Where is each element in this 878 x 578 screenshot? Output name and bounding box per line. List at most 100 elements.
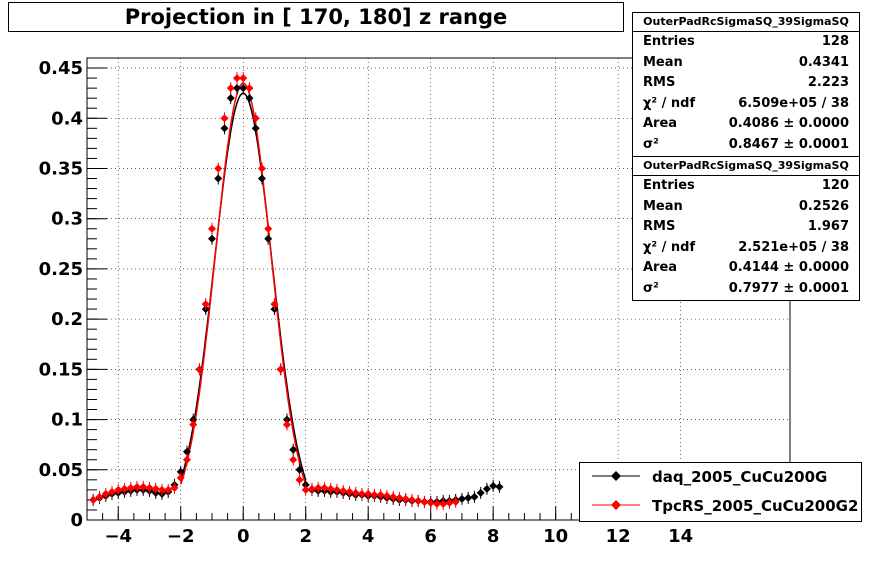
data-point bbox=[157, 485, 166, 494]
y-tick-label: 0.3 bbox=[51, 209, 83, 230]
stats-label: RMS bbox=[643, 75, 676, 91]
data-point bbox=[364, 489, 373, 498]
data-point bbox=[382, 491, 391, 500]
data-point bbox=[207, 224, 216, 233]
data-point bbox=[295, 475, 304, 484]
data-point bbox=[226, 94, 235, 103]
stats-box-title: OuterPadRcSigmaSQ_39SigmaSQ bbox=[633, 157, 859, 176]
data-point bbox=[482, 484, 491, 493]
data-point bbox=[264, 234, 273, 243]
x-tick-label: 6 bbox=[424, 526, 437, 547]
stats-label: Entries bbox=[643, 34, 695, 49]
stats-value: 0.8467 ± 0.0001 bbox=[728, 136, 849, 152]
stats-label: RMS bbox=[643, 219, 676, 235]
data-point bbox=[245, 94, 254, 103]
data-point bbox=[201, 300, 210, 309]
grid-lines bbox=[87, 58, 790, 521]
data-point bbox=[245, 84, 254, 93]
x-tick-label: 10 bbox=[543, 526, 568, 547]
stats-value: 2.521e+05 / 38 bbox=[738, 239, 849, 255]
y-tick-label: 0.25 bbox=[39, 259, 83, 280]
data-point bbox=[145, 483, 154, 492]
x-tick-label: 0 bbox=[237, 526, 250, 547]
data-point bbox=[251, 114, 260, 123]
y-tick-label: 0.05 bbox=[39, 460, 83, 481]
data-point bbox=[432, 499, 441, 508]
data-point bbox=[182, 447, 191, 456]
stats-label: Area bbox=[643, 260, 678, 276]
data-point bbox=[226, 84, 235, 93]
y-tick-label: 0.35 bbox=[39, 158, 83, 179]
y-tick-labels: 0 0.05 0.1 0.15 0.2 0.25 0.3 0.35 0.4 0.45 bbox=[39, 58, 83, 531]
stats-box-title: OuterPadRcSigmaSQ_39SigmaSQ bbox=[633, 13, 859, 32]
data-point bbox=[282, 420, 291, 429]
data-point bbox=[395, 493, 404, 502]
data-point bbox=[357, 489, 366, 498]
legend-label: daq_2005_CuCu200G bbox=[652, 468, 828, 486]
data-point bbox=[189, 420, 198, 429]
x-tick-label: 14 bbox=[668, 526, 693, 547]
data-point bbox=[414, 496, 423, 505]
stats-value: 0.2526 bbox=[798, 198, 849, 214]
stats-value: 120 bbox=[821, 178, 849, 193]
legend: daq_2005_CuCu200G TpcRS_2005_CuCu200G2 bbox=[579, 462, 862, 522]
data-point bbox=[289, 445, 298, 454]
y-tick-label: 0 bbox=[70, 510, 83, 531]
y-tick-label: 0.2 bbox=[51, 309, 83, 330]
data-point bbox=[339, 486, 348, 495]
data-point bbox=[232, 74, 241, 83]
legend-entry: daq_2005_CuCu200G bbox=[580, 465, 861, 491]
stats-value: 128 bbox=[821, 34, 849, 49]
stats-label: Mean bbox=[643, 198, 683, 214]
chart-title: Projection in [ 170, 180] z range bbox=[8, 2, 624, 32]
x-tick-label: 12 bbox=[606, 526, 631, 547]
data-point bbox=[457, 494, 466, 503]
legend-marker-red bbox=[592, 500, 640, 510]
x-tick-label: 4 bbox=[362, 526, 375, 547]
legend-marker-black bbox=[592, 471, 640, 481]
x-tick-label: 8 bbox=[487, 526, 500, 547]
stats-label: Entries bbox=[643, 178, 695, 193]
stats-value: 0.7977 ± 0.0001 bbox=[728, 280, 849, 296]
data-point bbox=[270, 300, 279, 309]
stats-label: χ² / ndf bbox=[643, 95, 696, 111]
data-point bbox=[176, 473, 185, 482]
y-tick-label: 0.1 bbox=[51, 410, 83, 431]
x-tick-labels: −4 −2 0 2 4 6 8 10 12 14 bbox=[104, 526, 693, 547]
stats-label: σ² bbox=[643, 136, 659, 152]
data-point bbox=[351, 488, 360, 497]
stats-box-tpcrs: OuterPadRcSigmaSQ_39SigmaSQ Entries 120 M… bbox=[632, 156, 860, 301]
data-point bbox=[107, 487, 116, 496]
data-point bbox=[195, 365, 204, 374]
data-point bbox=[239, 74, 248, 83]
data-point bbox=[289, 455, 298, 464]
data-point bbox=[314, 483, 323, 492]
x-tick-label: −2 bbox=[167, 526, 195, 547]
data-point bbox=[182, 455, 191, 464]
data-point bbox=[276, 365, 285, 374]
data-point bbox=[426, 498, 435, 507]
data-point bbox=[89, 495, 98, 504]
x-tick-label: −4 bbox=[104, 526, 132, 547]
x-tick-label: 2 bbox=[299, 526, 312, 547]
data-point bbox=[214, 164, 223, 173]
stats-label: σ² bbox=[643, 280, 659, 296]
data-point bbox=[389, 492, 398, 501]
stats-label: Area bbox=[643, 116, 678, 132]
data-point bbox=[370, 490, 379, 499]
data-point bbox=[489, 481, 498, 490]
data-point bbox=[139, 482, 148, 491]
data-point bbox=[114, 485, 123, 494]
data-point bbox=[464, 493, 473, 502]
y-tick-label: 0.15 bbox=[39, 359, 83, 380]
data-point bbox=[376, 490, 385, 499]
data-point bbox=[101, 489, 110, 498]
data-point bbox=[264, 224, 273, 233]
stats-value: 2.223 bbox=[807, 75, 849, 91]
data-point bbox=[164, 485, 173, 494]
data-point bbox=[307, 484, 316, 493]
data-points bbox=[89, 72, 504, 510]
data-point bbox=[126, 483, 135, 492]
stats-value: 0.4144 ± 0.0000 bbox=[728, 260, 849, 276]
data-point bbox=[345, 487, 354, 496]
